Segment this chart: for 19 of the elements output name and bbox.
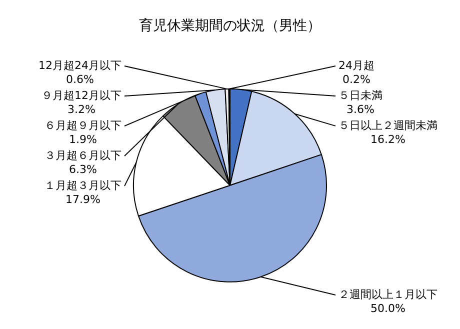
chart-title: 育児休業期間の状況（男性） [139,17,321,34]
slice-label: ５日以上２週間未満 [338,118,438,132]
slice-label: 12月超24月以下 [38,58,122,72]
slice-label: ６月超９月以下 [44,118,122,132]
data-label: 3.6% [346,102,374,116]
slice-label: １月超３月以下 [44,178,122,192]
data-label: 17.9% [66,192,100,206]
data-label: 6.3% [69,162,97,176]
data-label: 0.6% [66,72,94,86]
slice-label: ５日未満 [338,88,382,102]
data-label: 16.2% [370,132,406,146]
slice-label: ３月超６月以下 [44,148,122,162]
data-label: 1.9% [69,132,97,146]
data-label: 50.0% [370,302,406,315]
slice-label: 24月超 [338,58,374,72]
slice-label: ２週間以上１月以下 [338,288,438,301]
data-label: 3.2% [68,102,96,116]
data-label: 0.2% [342,72,370,86]
slice-label: ９月超12月以下 [42,88,122,102]
